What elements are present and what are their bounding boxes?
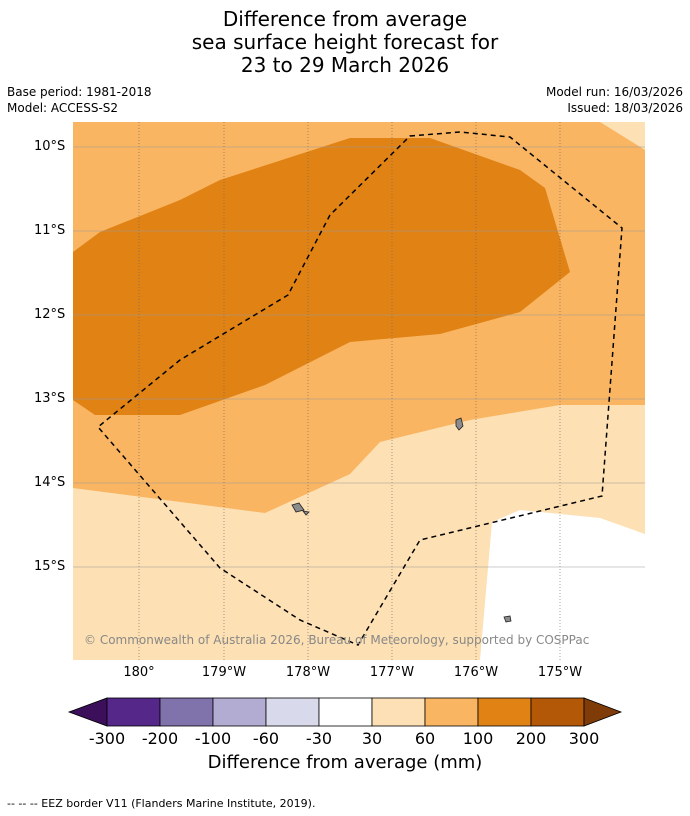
lat-label-13s: 13°S xyxy=(34,391,66,406)
lat-label-14s: 14°S xyxy=(34,475,66,490)
colorbar-tick-label: 100 xyxy=(462,729,494,748)
colorbar-segment xyxy=(318,697,373,727)
lon-label-178w: 178°W xyxy=(285,665,331,680)
colorbar-segment xyxy=(371,697,426,727)
lon-label-177w: 177°W xyxy=(369,665,415,680)
colorbar-title: Difference from average (mm) xyxy=(207,752,483,773)
lat-label-10s: 10°S xyxy=(34,139,66,154)
lon-label-180: 180° xyxy=(123,665,155,680)
latitude-lines xyxy=(73,146,645,568)
colorbar-extend-min xyxy=(67,697,108,727)
colorbar-tick-label: -300 xyxy=(88,729,126,748)
chart-title: Difference from average sea surface heig… xyxy=(0,8,690,77)
lon-label-176w: 176°W xyxy=(453,665,499,680)
colorbar-tick-label: 200 xyxy=(515,729,547,748)
issued-date: Issued: 18/03/2026 xyxy=(567,101,683,115)
model-run-date: Model run: 16/03/2026 xyxy=(545,85,683,99)
colorbar-segment xyxy=(212,697,267,727)
colorbar-tick-label: -60 xyxy=(252,729,280,748)
colorbar-tick-label: 300 xyxy=(568,729,600,748)
colorbar-tick-label: -200 xyxy=(141,729,179,748)
lon-label-179w: 179°W xyxy=(201,665,247,680)
model-info: Base period: 1981-2018 Model: ACCESS-S2 xyxy=(7,84,152,116)
colorbar-extend-max xyxy=(583,697,623,727)
colorbar-tick-label: -100 xyxy=(194,729,232,748)
colorbar-segment xyxy=(424,697,479,727)
map-area xyxy=(73,122,645,660)
run-info: Model run: 16/03/2026 Issued: 18/03/2026 xyxy=(546,84,683,116)
title-line-1: Difference from average xyxy=(222,7,468,31)
model-name: Model: ACCESS-S2 xyxy=(7,101,119,115)
eez-border xyxy=(96,131,623,646)
colorbar-segment xyxy=(159,697,214,727)
islands xyxy=(291,417,512,623)
copyright-notice: © Commonwealth of Australia 2026, Bureau… xyxy=(84,633,590,647)
lat-label-11s: 11°S xyxy=(34,223,66,238)
lon-label-175w: 175°W xyxy=(537,665,583,680)
colorbar-segment xyxy=(265,697,320,727)
colorbar-tick-label: 60 xyxy=(414,729,436,748)
lat-label-12s: 12°S xyxy=(34,307,66,322)
colorbar-tick-label: -30 xyxy=(305,729,333,748)
colorbar-segment xyxy=(106,697,161,727)
lat-label-15s: 15°S xyxy=(34,559,66,574)
colorbar-tick-label: 30 xyxy=(361,729,383,748)
colorbar xyxy=(67,697,623,727)
eez-footnote: -- -- -- EEZ border V11 (Flanders Marine… xyxy=(7,797,316,810)
colorbar-segment xyxy=(477,697,532,727)
colorbar-segment xyxy=(530,697,585,727)
region-100-200 xyxy=(73,138,570,415)
title-line-3: 23 to 29 March 2026 xyxy=(240,53,450,77)
base-period: Base period: 1981-2018 xyxy=(7,85,152,99)
title-line-2: sea surface height forecast for xyxy=(191,30,499,54)
